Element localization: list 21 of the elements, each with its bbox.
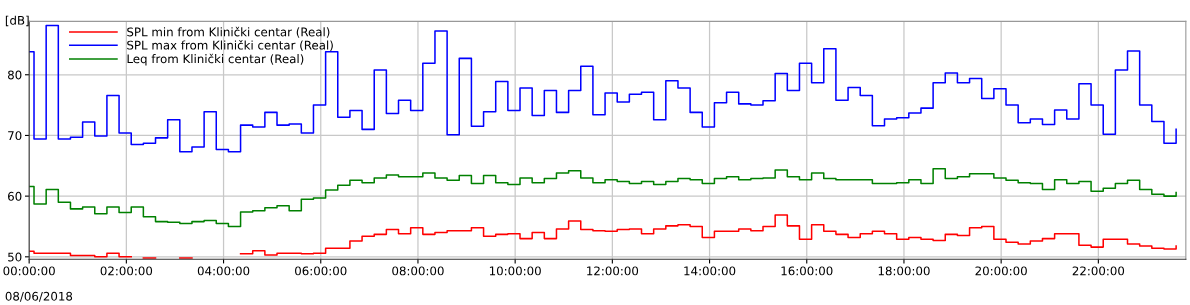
x-tick-label: 08:00:00 xyxy=(392,266,444,276)
y-axis-title: [dB] xyxy=(5,15,29,27)
y-tick-label: 80 xyxy=(7,70,22,80)
y-tick-label: 60 xyxy=(8,191,22,201)
x-tick-label: 04:00:00 xyxy=(197,266,250,276)
text: 08/06/2018 xyxy=(5,291,73,302)
x-tick-label: 12:00:00 xyxy=(587,266,639,276)
x-tick-label: 06:00:00 xyxy=(295,266,347,276)
y-tick-label: 50 xyxy=(8,252,22,262)
legend-label: SPL max from Klinički centar (Real) xyxy=(127,39,333,51)
legend-label: SPL min from Klinički centar (Real) xyxy=(127,26,330,38)
x-tick-label: 10:00:00 xyxy=(489,266,541,276)
x-tick-label: 00:00:00 xyxy=(3,266,55,276)
x-tick-label: 02:00:00 xyxy=(100,266,153,276)
x-tick-label: 18:00:00 xyxy=(878,266,930,276)
x-tick-label: 20:00:00 xyxy=(975,266,1027,276)
x-tick-label: 22:00:00 xyxy=(1072,266,1125,276)
y-tick-label: 70 xyxy=(8,131,22,141)
x-tick-label: 16:00:00 xyxy=(781,266,833,276)
x-tick-label: 14:00:00 xyxy=(684,266,736,276)
legend-label: Leq from Klinički centar (Real) xyxy=(127,53,304,66)
